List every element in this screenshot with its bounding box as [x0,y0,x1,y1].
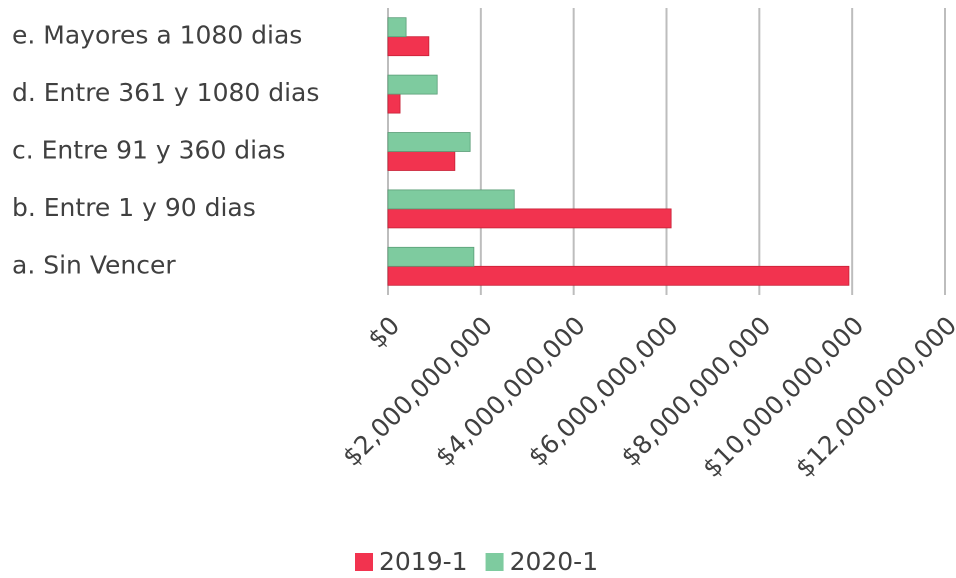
legend-swatch [355,553,373,571]
bar [387,151,456,171]
y-tick-label: e. Mayores a 1080 dias [12,21,302,50]
bar [387,74,438,95]
bar [387,208,672,229]
legend-label: 2019-1 [379,547,468,576]
bar [387,132,471,152]
bar [387,265,850,286]
legend-swatch [485,553,504,571]
x-tick-label: $0 [362,311,405,354]
y-tick-label: a. Sin Vencer [12,250,176,279]
x-tick-label: $12,000,000,000 [790,311,956,483]
x-tick-label: $10,000,000,000 [697,311,869,483]
y-tick-label: d. Entre 361 y 1080 dias [12,78,319,107]
bar [387,17,407,38]
y-tick-label: c. Entre 91 y 360 dias [12,136,285,165]
legend-label: 2020-1 [510,547,599,576]
bar [387,93,401,114]
y-tick-label: b. Entre 1 y 90 dias [12,193,256,222]
bar [387,189,515,210]
bar [387,246,475,267]
bar [387,36,430,57]
